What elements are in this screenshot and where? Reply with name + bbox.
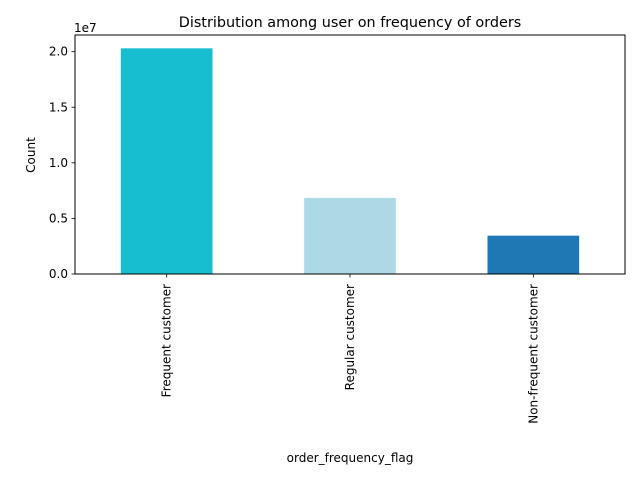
x-axis-ticks: Frequent customer Regular customer Non-fre… bbox=[160, 274, 540, 424]
y-tick-label: 1.0 bbox=[49, 156, 68, 170]
bar-3 bbox=[487, 235, 580, 274]
x-tick-label: Regular customer bbox=[343, 284, 357, 390]
x-tick-label: Frequent customer bbox=[160, 284, 174, 397]
y-axis-ticks: 0.0 0.5 1.0 1.5 2.0 bbox=[49, 45, 75, 281]
bar-2 bbox=[304, 197, 396, 274]
bars-group bbox=[120, 48, 580, 274]
y-axis-label: Count bbox=[24, 137, 38, 173]
y-tick-label: 0.5 bbox=[49, 211, 68, 225]
y-tick-label: 0.0 bbox=[49, 267, 68, 281]
x-tick-label: Non-frequent customer bbox=[526, 284, 540, 424]
bar-1 bbox=[120, 48, 213, 274]
y-tick-label: 1.5 bbox=[49, 100, 68, 114]
y-tick-label: 2.0 bbox=[49, 45, 68, 59]
y-offset-label: 1e7 bbox=[74, 21, 97, 35]
x-axis-label: order_frequency_flag bbox=[287, 451, 414, 465]
chart-title: Distribution among user on frequency of … bbox=[179, 15, 522, 31]
plot-frame bbox=[74, 34, 626, 275]
